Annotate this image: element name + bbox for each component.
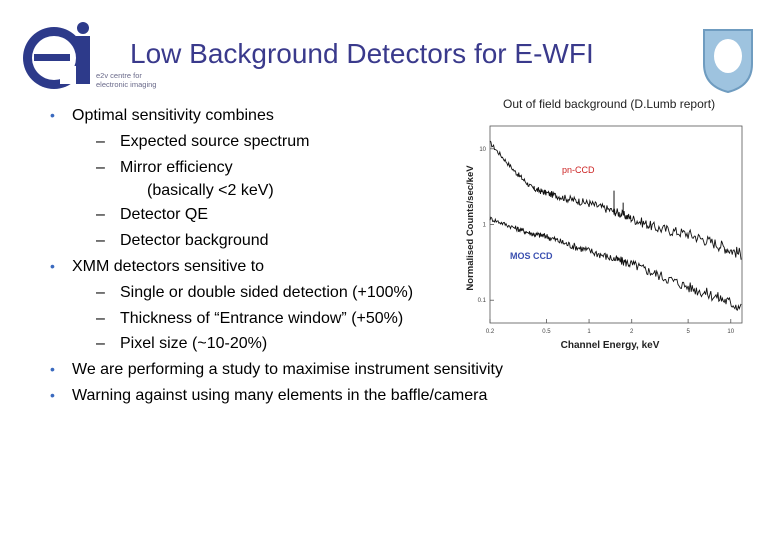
bullet-text: We are performing a study to maximise in… [72,361,503,379]
bullet-text: XMM detectors sensitive to [72,257,265,275]
bullet-text: Warning against using many elements in t… [72,386,488,404]
series-line [489,140,742,260]
y-tick-label: 10 [479,147,486,153]
bullet-marker: • [50,257,55,274]
logo-text-line2: electronic imaging [96,80,157,89]
ei-logo-icon [23,22,90,89]
bullet-item: – Detector background [50,228,590,254]
x-tick-label: 10 [727,329,734,335]
bullet-item: – Pixel size (~10-20%) [50,331,590,357]
bullet-item: – Thickness of “Entrance window” (+50%) [50,306,590,332]
university-crest-icon [700,26,756,94]
bullet-item: – Detector QE [50,202,590,228]
series-label-mos: MOS CCD [510,251,553,261]
bullet-text: Optimal sensitivity combines [72,107,274,124]
plot-frame [489,125,743,324]
series-line [489,216,742,311]
bullet-marker: – [96,206,105,224]
bullet-item: • Warning against using many elements in … [50,383,590,409]
bullet-marker: – [96,232,105,250]
y-tick-label: 0.1 [478,298,487,304]
logo-text: e2v centre for electronic imaging [96,71,156,89]
background-spectrum-plot: 0.2 0.5 1 2 5 10 10 1 0.1 Channel Energy, keV Norm… [460,118,750,358]
bullet-text: Pixel size (~10-20%) [120,335,268,353]
x-tick-label: 1 [587,329,591,335]
bullet-list: • Optimal sensitivity combines – Expected s… [50,103,590,409]
bullet-marker: • [50,361,55,378]
bullet-marker: – [96,309,105,327]
x-tick-label: 2 [630,329,634,335]
bullet-text: (basically <2 keV) [147,182,274,200]
figure-caption: Out of field background (D.Lumb report) [503,97,716,111]
bullet-item: • Optimal sensitivity combines [50,103,590,129]
logo [20,22,190,94]
bullet-text: Detector QE [120,206,209,224]
page-title: Low Background Detectors for E-WFI [130,38,594,69]
logo-text-line1: e2v centre for [96,71,142,80]
series-label-pn: pn-CCD [562,165,595,175]
bullet-item: – Expected source spectrum [50,129,590,155]
bullet-item: • We are performing a study to maximise i… [50,357,590,383]
bullet-item: – Mirror efficiency [50,155,590,181]
bullet-item: • XMM detectors sensitive to [50,254,590,280]
y-axis-label: Normalised Counts/sec/keV [465,165,476,291]
bullet-text: Mirror efficiency [120,158,233,176]
bullet-item: – Single or double sided detection (+100%… [50,280,590,306]
bullet-text: Single or double sided detection (+100%) [120,283,414,301]
bullet-marker: – [96,158,105,176]
bullet-item: (basically <2 keV) [50,180,590,202]
bullet-text: Thickness of “Entrance window” (+50%) [120,309,404,327]
x-axis-label: Channel Energy, keV [561,340,660,351]
bullet-marker: – [96,335,105,353]
x-tick-label: 0.5 [542,329,551,335]
bullet-marker: – [96,132,105,150]
bullet-marker: – [96,283,105,301]
x-tick-label: 5 [686,329,690,335]
bullet-text: Expected source spectrum [120,132,310,150]
y-tick-label: 1 [483,223,487,229]
x-tick-label: 0.2 [486,329,495,335]
bullet-marker: • [50,386,55,403]
bullet-marker: • [50,107,55,123]
bullet-text: Detector background [120,232,269,250]
